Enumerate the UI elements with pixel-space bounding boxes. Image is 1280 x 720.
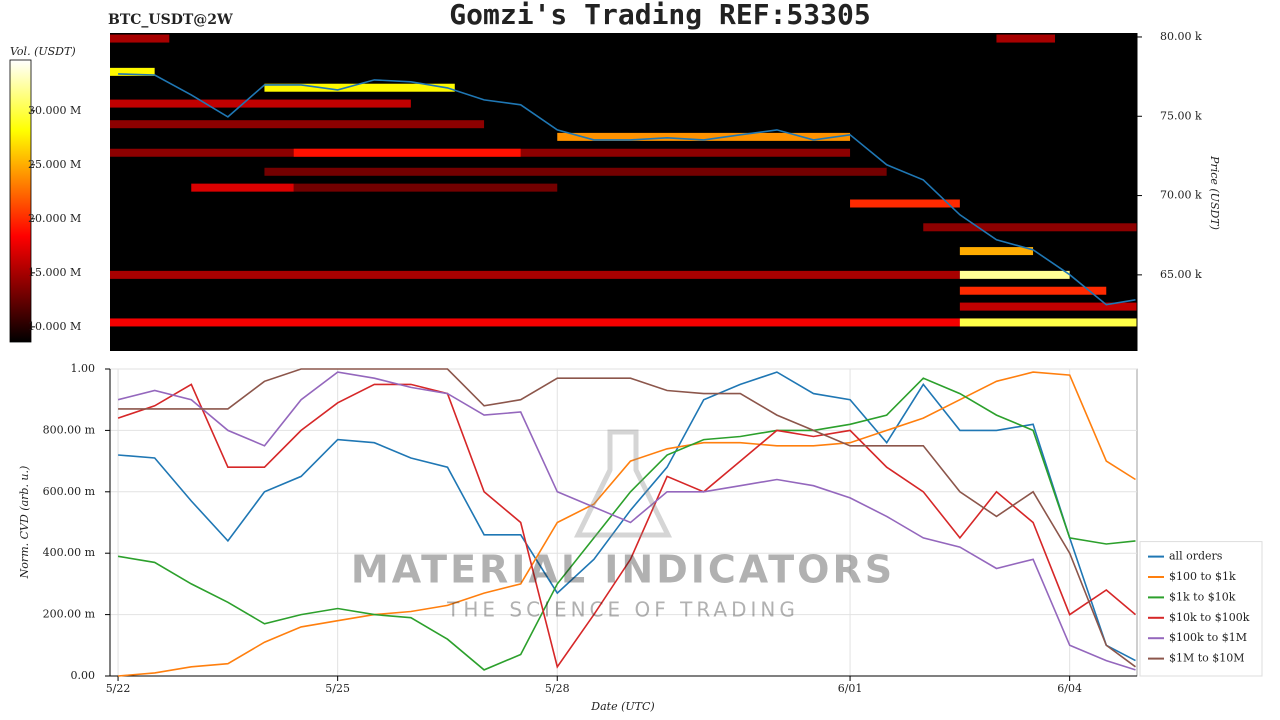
heatmap-cell — [850, 199, 960, 208]
legend-label: all orders — [1169, 550, 1223, 563]
heatmap-cell — [959, 302, 1137, 311]
heatmap-cell — [110, 120, 485, 129]
legend-box — [1139, 541, 1263, 677]
y-tick-label: 1.00 — [71, 362, 96, 375]
heatmap-cell — [110, 270, 960, 279]
x-axis-label: Date (UTC) — [590, 700, 654, 713]
chart-subtitle: BTC_USDT@2W — [108, 12, 233, 28]
y-tick-label: 600.00 m — [43, 485, 96, 498]
colorbar-tick-label: 15.000 M — [28, 266, 81, 279]
y-tick-label: 400.00 m — [43, 546, 96, 559]
heatmap-cell — [293, 183, 558, 192]
heatmap-cell — [996, 34, 1056, 43]
y-tick-label: 75.00 k — [1160, 109, 1202, 122]
heatmap-cell — [923, 223, 1137, 232]
legend-label: $1k to $10k — [1169, 590, 1236, 603]
plot-area — [109, 368, 1138, 677]
legend-label: $1M to $10M — [1169, 652, 1245, 665]
heatmap-cell — [293, 148, 521, 157]
legend-label: $10k to $100k — [1169, 611, 1250, 624]
chart-title: Gomzi's Trading REF:53305 — [449, 0, 870, 31]
series-line — [118, 371, 1136, 677]
heatmap-cell — [959, 286, 1107, 295]
heatmap-cell — [110, 34, 170, 43]
heatmap-cell — [110, 67, 155, 76]
series-line — [118, 368, 1136, 668]
heatmap-cell — [959, 247, 1034, 256]
heatmap-cell — [959, 270, 1070, 279]
colorbar-tick-label: 30.000 M — [28, 104, 81, 117]
y-axis-label: Norm. CVD (arb. u.) — [18, 466, 31, 580]
y-tick-label: 80.00 k — [1160, 30, 1202, 43]
series-line — [118, 371, 1136, 662]
heatmap-cell — [110, 99, 411, 108]
x-tick-label: 5/28 — [545, 682, 570, 695]
heatmap-cell — [959, 318, 1137, 327]
heatmap-cell — [264, 167, 887, 176]
colorbar-tick-label: 10.000 M — [28, 320, 81, 333]
watermark-title: MATERIAL INDICATORS — [351, 548, 895, 592]
cvd-plot: 0.00 200.00 m 400.00 m 600.00 m 800.00 m 1.00… — [43, 362, 1263, 695]
x-tick-label: 6/01 — [838, 682, 863, 695]
series-line — [117, 371, 1136, 671]
y-tick-label: 800.00 m — [43, 423, 96, 436]
colorbar-label: Vol. (USDT) — [10, 45, 76, 58]
series-line — [117, 377, 1136, 671]
colorbar — [9, 59, 32, 343]
y-tick-label: 200.00 m — [43, 608, 96, 621]
watermark-subtitle: THE SCIENCE OF TRADING — [446, 598, 799, 622]
x-tick-label: 5/25 — [325, 682, 350, 695]
x-tick-label: 6/04 — [1057, 682, 1082, 695]
heatmap-cell — [191, 183, 294, 192]
colorbar-tick-label: 20.000 M — [28, 212, 81, 225]
series-line — [117, 383, 1137, 669]
heatmap-cell — [557, 132, 851, 141]
y-axis-label: Price (USDT) — [1208, 155, 1221, 230]
heatmap-cell — [110, 318, 1137, 327]
legend-label: $100 to $1k — [1169, 570, 1236, 583]
heatmap-cells — [110, 34, 1137, 327]
price-line — [118, 73, 1136, 306]
x-tick-label: 5/22 — [106, 682, 131, 695]
y-tick-label: 65.00 k — [1160, 268, 1202, 281]
watermark-icon — [573, 429, 673, 538]
colorbar-tick-label: 25.000 M — [28, 158, 81, 171]
legend-label: $100k to $1M — [1169, 631, 1247, 644]
y-tick-label: 0.00 — [71, 669, 96, 682]
heatmap-cell — [264, 83, 455, 92]
y-tick-label: 70.00 k — [1160, 189, 1202, 202]
watermark: MATERIAL INDICATORS THE SCIENCE OF TRADI… — [351, 429, 895, 622]
